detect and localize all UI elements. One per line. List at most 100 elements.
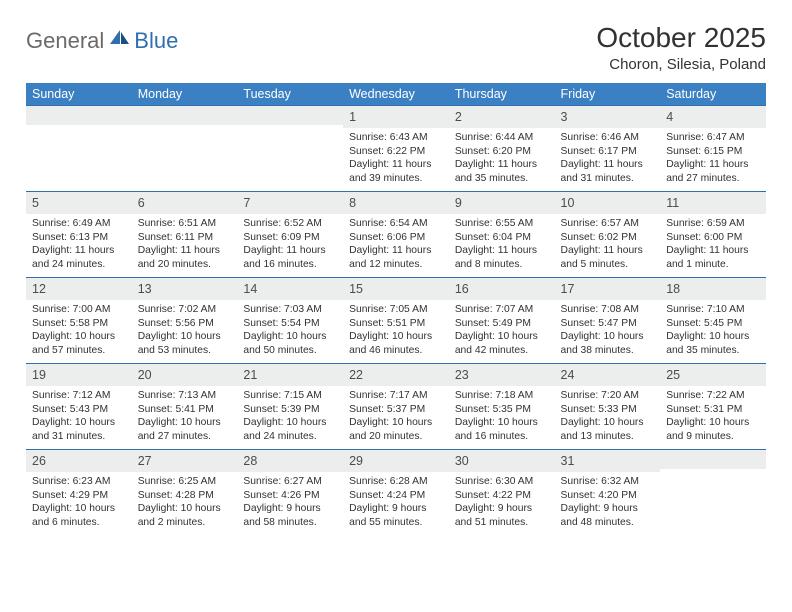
daylight-line: Daylight: 10 hours and 20 minutes. [349,416,443,443]
day-number: 27 [138,454,152,468]
sunrise-line: Sunrise: 6:52 AM [243,217,337,231]
sunset-line: Sunset: 4:22 PM [455,489,549,503]
sunset-line: Sunset: 6:20 PM [455,145,549,159]
sunset-line: Sunset: 6:02 PM [561,231,655,245]
sunrise-line: Sunrise: 7:02 AM [138,303,232,317]
calendar-cell: 12Sunrise: 7:00 AMSunset: 5:58 PMDayligh… [26,278,132,364]
day-body: Sunrise: 6:43 AMSunset: 6:22 PMDaylight:… [343,128,449,189]
day-number-row: 12 [26,278,132,300]
daylight-line: Daylight: 10 hours and 38 minutes. [561,330,655,357]
day-number-row: 31 [555,450,661,472]
day-number: 15 [349,282,363,296]
day-body: Sunrise: 6:59 AMSunset: 6:00 PMDaylight:… [660,214,766,275]
sunrise-line: Sunrise: 7:20 AM [561,389,655,403]
sunrise-line: Sunrise: 6:49 AM [32,217,126,231]
calendar-cell: 15 Sunrise: 7:05 AMSunset: 5:51 PMDayligh… [343,278,449,364]
calendar-row: 12Sunrise: 7:00 AMSunset: 5:58 PMDayligh… [26,278,766,364]
day-number: 13 [138,282,152,296]
day-number: 16 [455,282,469,296]
day-number: 7 [243,196,250,210]
sunrise-line: Sunrise: 6:32 AM [561,475,655,489]
day-number-row: 28 [237,450,343,472]
day-body: Sunrise: 6:23 AMSunset: 4:29 PMDaylight:… [26,472,132,533]
calendar-cell: 1Sunrise: 6:43 AMSunset: 6:22 PMDaylight… [343,106,449,192]
day-number-row: 24 [555,364,661,386]
sunrise-line: Sunrise: 6:23 AM [32,475,126,489]
sunrise-line: Sunrise: 6:28 AM [349,475,443,489]
sunset-line: Sunset: 6:04 PM [455,231,549,245]
calendar-cell: 10Sunrise: 6:57 AMSunset: 6:02 PMDayligh… [555,192,661,278]
sunset-line: Sunset: 6:17 PM [561,145,655,159]
sunrise-line: Sunrise: 7:05 AM [349,303,443,317]
day-number-row: 18 [660,278,766,300]
sunset-line: Sunset: 4:29 PM [32,489,126,503]
sunset-line: Sunset: 4:20 PM [561,489,655,503]
sunset-line: Sunset: 5:49 PM [455,317,549,331]
daylight-line: Daylight: 11 hours and 20 minutes. [138,244,232,271]
location: Choron, Silesia, Poland [596,56,766,73]
daylight-line: Daylight: 10 hours and 24 minutes. [243,416,337,443]
day-number: 18 [666,282,680,296]
month-title: October 2025 [596,22,766,54]
calendar-cell: 14Sunrise: 7:03 AMSunset: 5:54 PMDayligh… [237,278,343,364]
day-number: 6 [138,196,145,210]
calendar-cell: 23Sunrise: 7:18 AMSunset: 5:35 PMDayligh… [449,364,555,450]
logo-sail-icon [109,29,131,52]
calendar-cell: 8Sunrise: 6:54 AMSunset: 6:06 PMDaylight… [343,192,449,278]
sunset-line: Sunset: 4:24 PM [349,489,443,503]
daylight-line: Daylight: 11 hours and 35 minutes. [455,158,549,185]
day-number: 30 [455,454,469,468]
calendar-cell: 2Sunrise: 6:44 AMSunset: 6:20 PMDaylight… [449,106,555,192]
sunrise-line: Sunrise: 6:59 AM [666,217,760,231]
weekday-header: Tuesday [237,83,343,106]
day-number-row: 30 [449,450,555,472]
weekday-header: Wednesday [343,83,449,106]
day-number-row: 25 [660,364,766,386]
sunset-line: Sunset: 5:35 PM [455,403,549,417]
day-body: Sunrise: 7:00 AMSunset: 5:58 PMDaylight:… [26,300,132,361]
day-number-row: 11 [660,192,766,214]
day-number: 14 [243,282,257,296]
day-body: Sunrise: 6:28 AMSunset: 4:24 PMDaylight:… [343,472,449,533]
calendar-cell: 30Sunrise: 6:30 AMSunset: 4:22 PMDayligh… [449,450,555,536]
day-number-row: 4 [660,106,766,128]
sunset-line: Sunset: 5:33 PM [561,403,655,417]
day-number: 24 [561,368,575,382]
weekday-header: Saturday [660,83,766,106]
day-number: 19 [32,368,46,382]
day-number-row: 23 [449,364,555,386]
sunrise-line: Sunrise: 6:27 AM [243,475,337,489]
day-number: 25 [666,368,680,382]
calendar-cell: 26Sunrise: 6:23 AMSunset: 4:29 PMDayligh… [26,450,132,536]
daylight-line: Daylight: 11 hours and 12 minutes. [349,244,443,271]
sunset-line: Sunset: 5:37 PM [349,403,443,417]
sunrise-line: Sunrise: 7:17 AM [349,389,443,403]
sunrise-line: Sunrise: 6:57 AM [561,217,655,231]
calendar-cell: 6Sunrise: 6:51 AMSunset: 6:11 PMDaylight… [132,192,238,278]
daylight-line: Daylight: 10 hours and 35 minutes. [666,330,760,357]
sunset-line: Sunset: 5:43 PM [32,403,126,417]
day-number-row: 2 [449,106,555,128]
daylight-line: Daylight: 9 hours and 51 minutes. [455,502,549,529]
title-block: October 2025 Choron, Silesia, Poland [596,22,766,73]
day-body: Sunrise: 6:55 AMSunset: 6:04 PMDaylight:… [449,214,555,275]
sunrise-line: Sunrise: 7:08 AM [561,303,655,317]
day-number-row: 19 [26,364,132,386]
day-body: Sunrise: 7:22 AMSunset: 5:31 PMDaylight:… [660,386,766,447]
calendar-row: 5Sunrise: 6:49 AMSunset: 6:13 PMDaylight… [26,192,766,278]
daylight-line: Daylight: 9 hours and 58 minutes. [243,502,337,529]
sunrise-line: Sunrise: 6:47 AM [666,131,760,145]
day-body: Sunrise: 6:47 AMSunset: 6:15 PMDaylight:… [660,128,766,189]
day-number-row: 8 [343,192,449,214]
weekday-header: Monday [132,83,238,106]
day-number-row: 6 [132,192,238,214]
empty-day-header [132,106,238,125]
daylight-line: Daylight: 10 hours and 46 minutes. [349,330,443,357]
day-body: Sunrise: 7:05 AMSunset: 5:51 PMDaylight:… [343,300,449,361]
daylight-line: Daylight: 11 hours and 8 minutes. [455,244,549,271]
logo-text-general: General [26,28,104,54]
calendar-cell: 21Sunrise: 7:15 AMSunset: 5:39 PMDayligh… [237,364,343,450]
day-number-row: 15 [343,278,449,300]
calendar-cell: 28Sunrise: 6:27 AMSunset: 4:26 PMDayligh… [237,450,343,536]
day-number: 23 [455,368,469,382]
